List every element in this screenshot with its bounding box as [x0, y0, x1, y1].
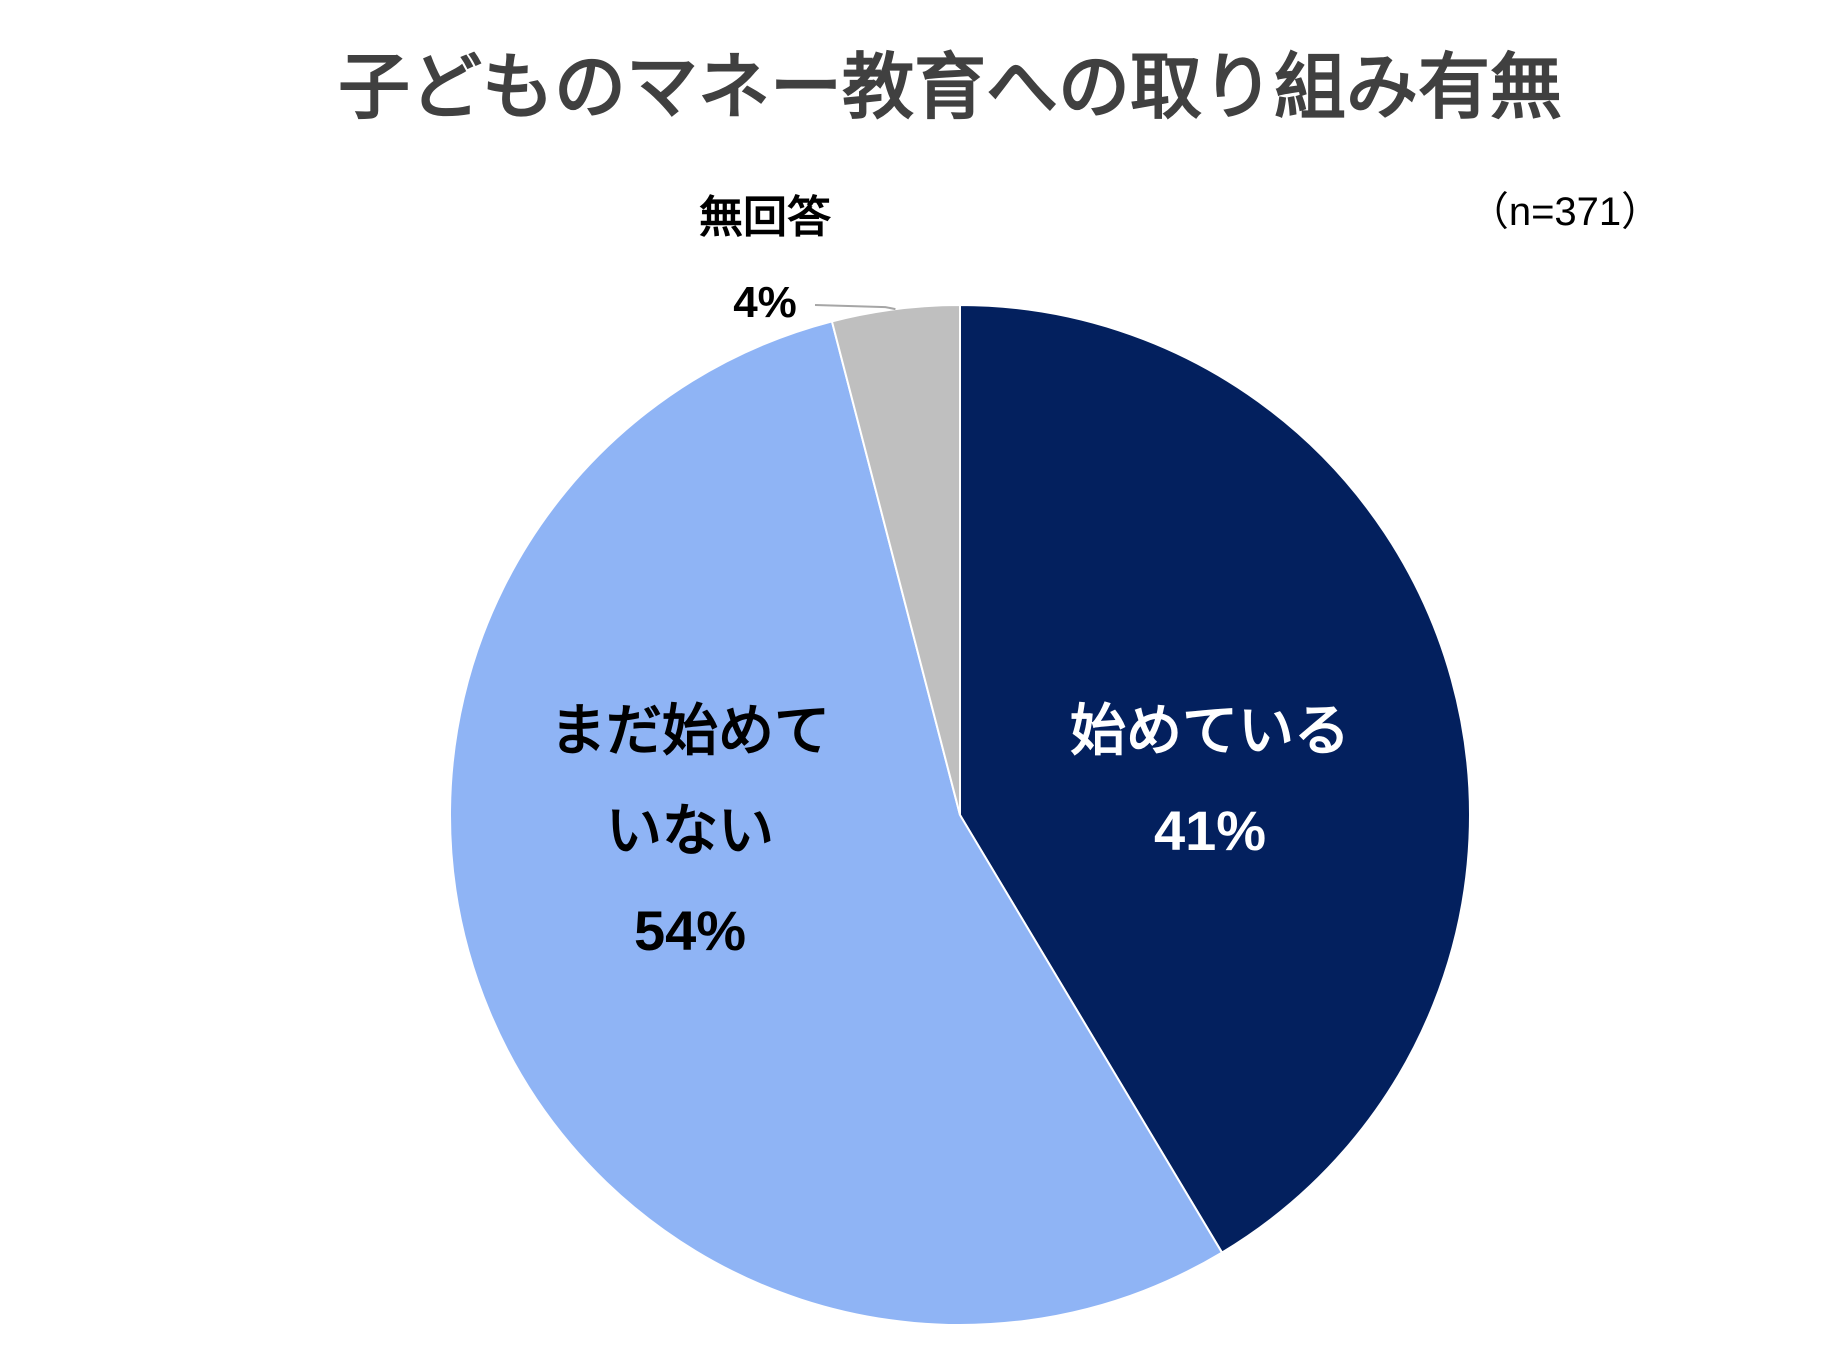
slice-label-1-line-1: 始めている — [1070, 699, 1350, 764]
slice-label-3-line-1: 無回答 — [699, 192, 832, 243]
chart-title: 子どものマネー教育への取り組み有無 — [338, 45, 1562, 129]
slice-value-3: 4% — [733, 278, 797, 327]
sample-size-label: （n=371） — [1469, 190, 1661, 234]
slice-label-group-1: 始めている 41% — [1070, 699, 1350, 862]
slice-value-2: 54% — [634, 899, 746, 962]
pie-slice-2 — [449, 320, 1224, 1326]
slice-label-2-line-1: まだ始めて — [550, 699, 830, 764]
leader-line-3 — [814, 304, 896, 311]
slice-value-1: 41% — [1154, 799, 1266, 862]
pie-slice-1 — [959, 303, 1471, 1254]
slice-label-2-line-2: いない — [606, 799, 774, 864]
pie-slice-3 — [830, 303, 961, 816]
slice-label-group-3: 無回答 4% — [699, 192, 832, 327]
pie-slices — [449, 303, 1471, 1326]
